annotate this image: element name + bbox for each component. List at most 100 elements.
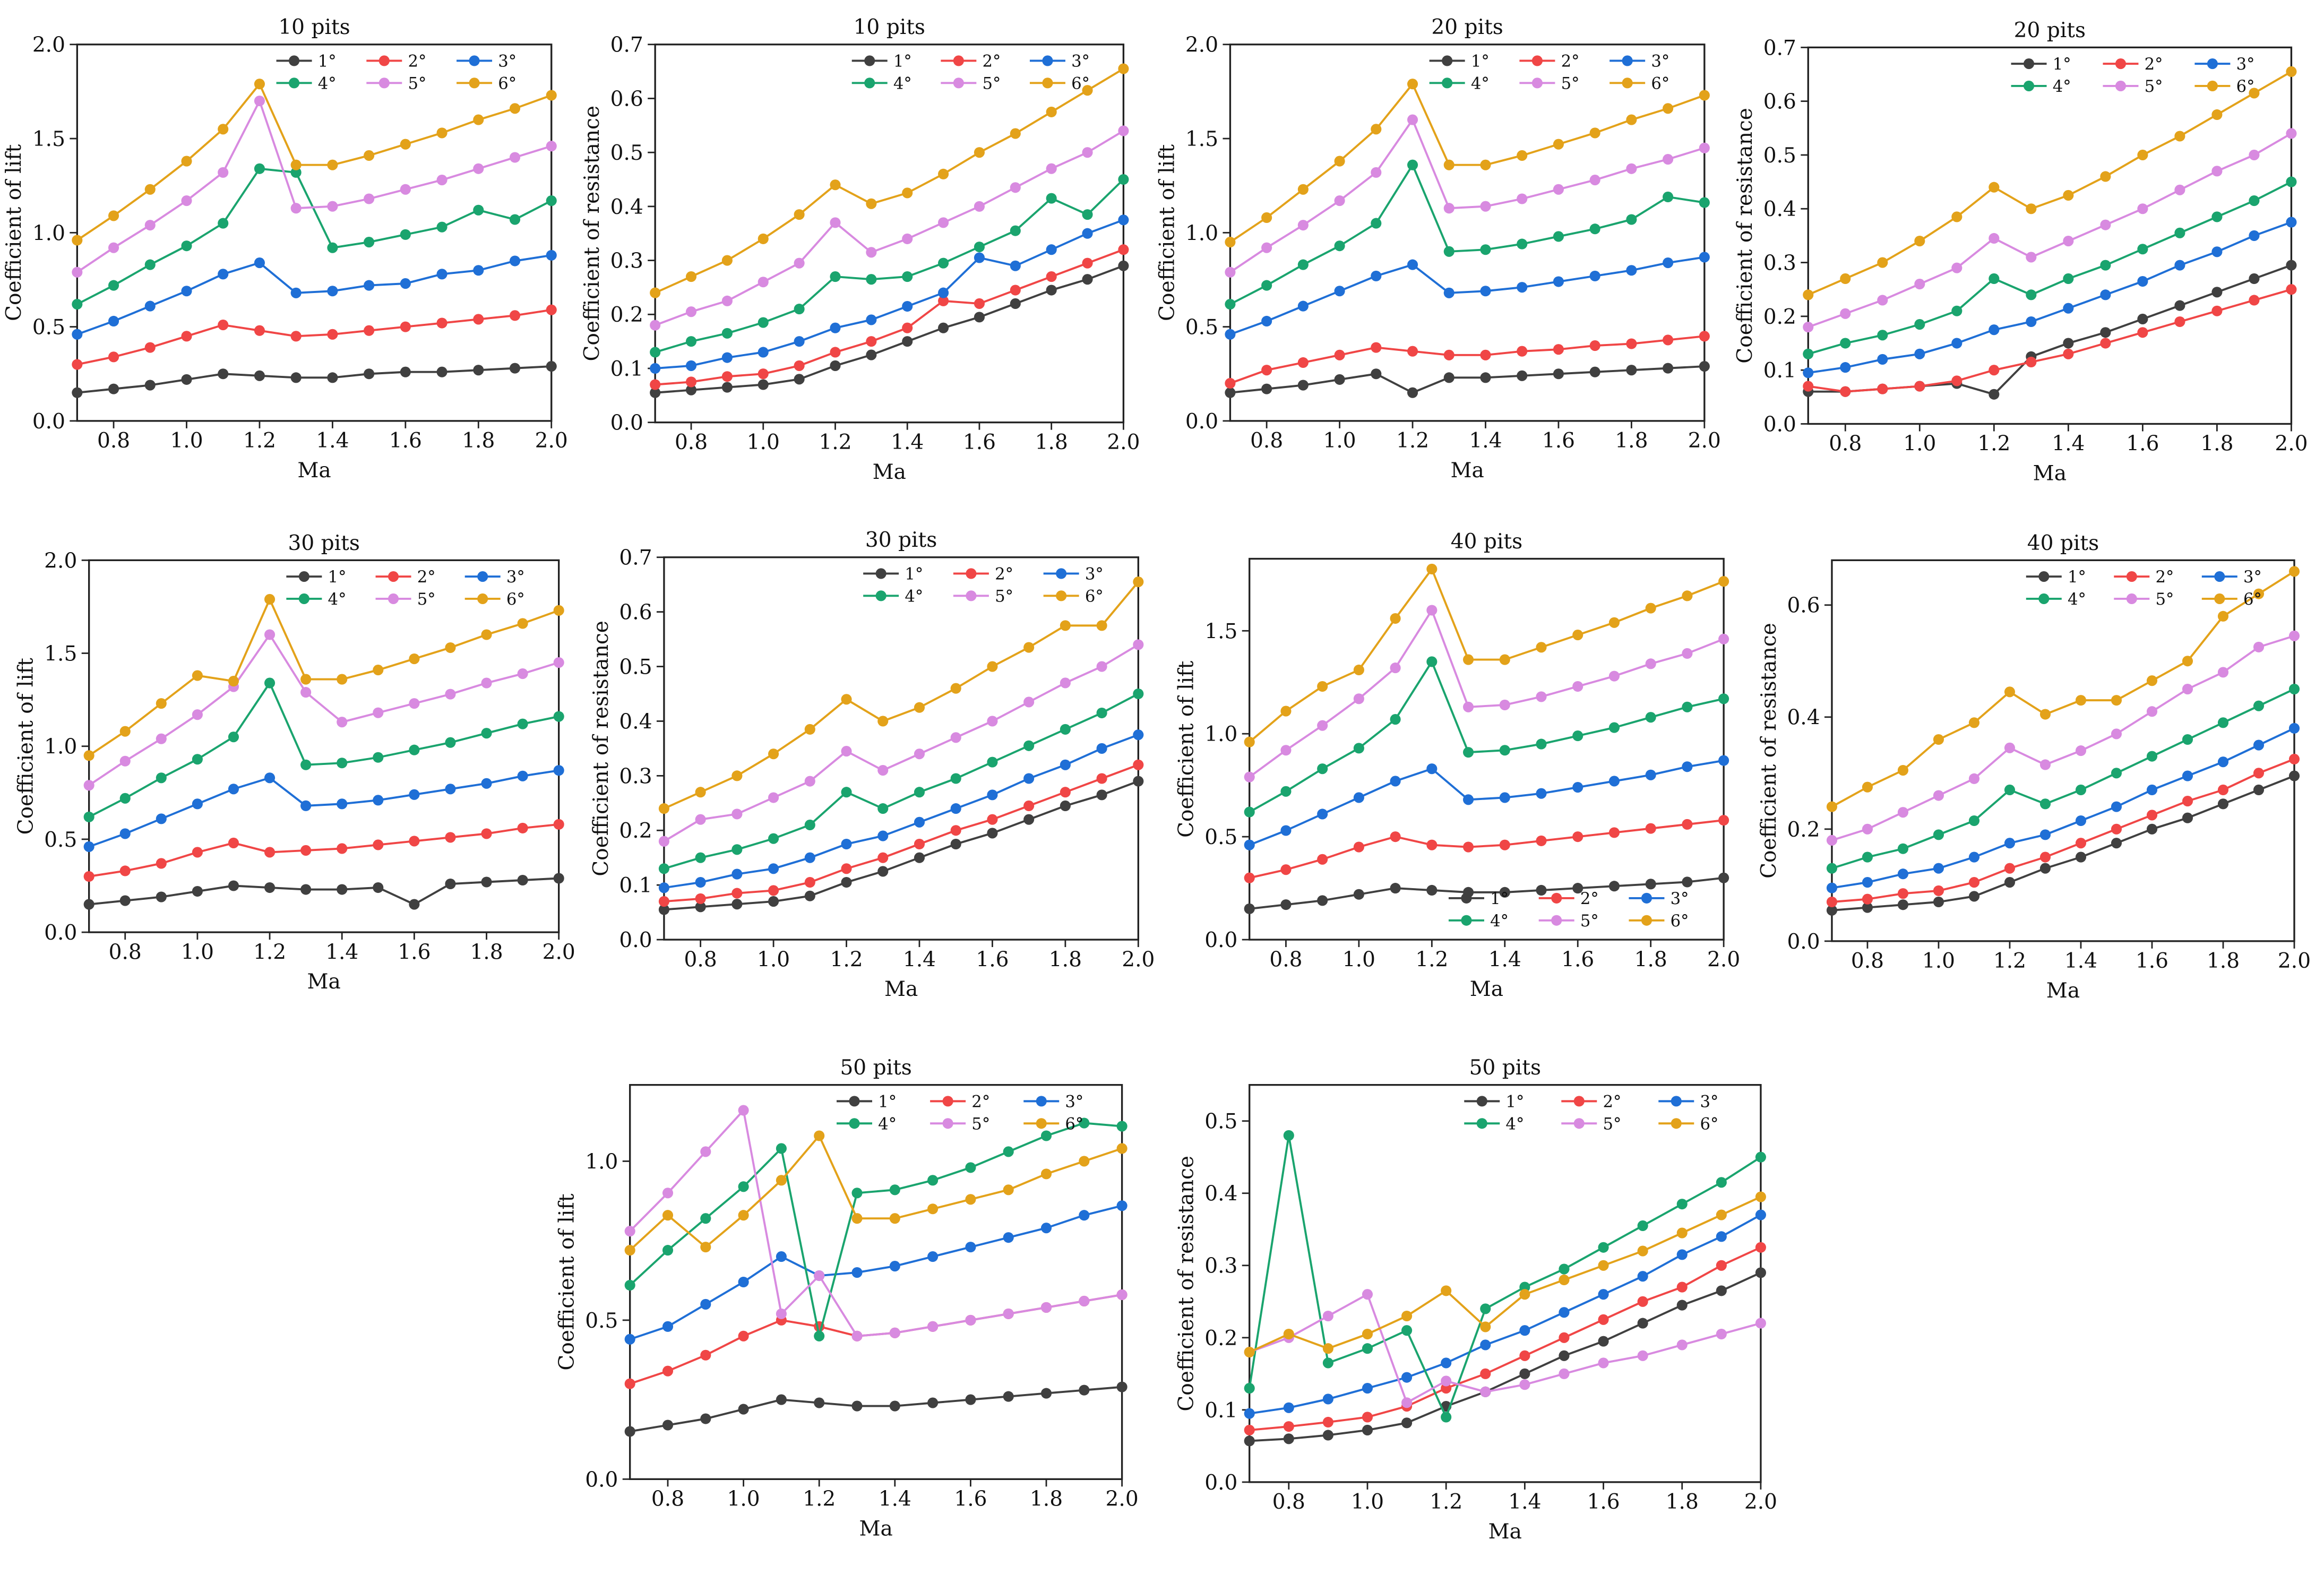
legend-marker <box>1551 892 1562 904</box>
data-point <box>950 773 961 784</box>
legend-marker <box>875 568 886 579</box>
data-point <box>2182 812 2193 823</box>
data-point <box>2004 863 2016 874</box>
data-point <box>1840 273 1851 285</box>
data-point <box>1572 782 1583 793</box>
data-point <box>662 1188 674 1199</box>
data-point <box>866 349 877 360</box>
data-point <box>1553 184 1564 195</box>
data-point <box>1682 648 1693 659</box>
legend-item: 6° <box>1629 911 1689 931</box>
data-point <box>1598 1357 1609 1369</box>
data-point <box>2249 273 2260 285</box>
data-point <box>700 1146 711 1157</box>
data-point <box>1862 823 1873 835</box>
data-point <box>2249 195 2260 207</box>
data-point <box>1682 761 1693 772</box>
x-tick-label: 1.8 <box>462 429 495 453</box>
data-point <box>938 217 949 228</box>
data-point <box>1840 386 1851 397</box>
data-point <box>1536 691 1547 702</box>
data-point <box>2253 700 2265 711</box>
data-point <box>1536 884 1547 896</box>
data-point <box>866 336 877 347</box>
data-point <box>2075 815 2087 827</box>
series-line <box>655 67 1124 294</box>
data-point <box>1718 815 1729 826</box>
x-tick-label: 2.0 <box>1107 431 1140 454</box>
data-point <box>1362 1289 1373 1300</box>
data-point <box>851 1400 863 1412</box>
series-line <box>1249 759 1724 846</box>
legend-label: 2° <box>1580 889 1599 908</box>
data-point <box>1426 563 1438 574</box>
data-point <box>650 347 661 358</box>
series-line <box>630 1205 1123 1340</box>
data-point <box>1046 271 1057 282</box>
data-point <box>1060 620 1071 631</box>
data-point <box>1716 1260 1727 1271</box>
y-axis-label: Coefficient of lift <box>2 144 26 321</box>
data-point <box>156 733 167 744</box>
y-tick-label: 1.0 <box>44 735 77 759</box>
legend-label: 2° <box>2145 55 2163 74</box>
data-point <box>1082 257 1093 269</box>
series-line <box>77 365 552 394</box>
x-tick-label: 1.4 <box>903 948 936 971</box>
y-tick-label: 0.3 <box>610 250 643 273</box>
x-tick-label: 1.6 <box>976 948 1009 971</box>
legend-item: 4° <box>2011 77 2071 96</box>
legend-marker <box>1531 78 1543 89</box>
data-point <box>546 304 557 315</box>
data-point <box>337 884 348 895</box>
data-point <box>1968 891 1980 902</box>
data-point <box>108 383 119 394</box>
legend-label: 4° <box>905 587 923 606</box>
y-tick-label: 0.4 <box>1787 706 1820 730</box>
data-point <box>1699 142 1710 153</box>
data-point <box>1663 103 1674 114</box>
data-point <box>2111 838 2122 849</box>
legend-item: 5° <box>2114 590 2174 609</box>
data-point <box>2100 327 2111 338</box>
data-point <box>2182 656 2193 667</box>
series-line <box>655 219 1124 369</box>
data-point <box>546 250 557 261</box>
data-point <box>2146 706 2158 717</box>
data-point <box>192 670 203 681</box>
legend-label: 3° <box>1071 52 1090 71</box>
data-point <box>1499 887 1510 898</box>
data-point <box>436 127 447 139</box>
data-point <box>1297 184 1309 195</box>
chart: 0.8 1.0 1.2 1.4 1.6 1.8 2.0 0.0 0.5 1.0 1.5 2.0 30 p… <box>14 531 575 994</box>
y-tick-label: 1.0 <box>1185 221 1218 245</box>
y-tick-label: 1.0 <box>1204 723 1237 746</box>
data-point <box>300 674 312 685</box>
data-point <box>1517 238 1528 250</box>
data-point <box>1897 807 1909 818</box>
x-axis-label: Ma <box>1488 1520 1522 1544</box>
x-tick-label: 2.0 <box>1688 429 1721 453</box>
data-point <box>2174 260 2185 271</box>
data-point <box>1519 1325 1530 1336</box>
chart-title: 40 pits <box>1451 530 1522 554</box>
data-point <box>1244 771 1255 782</box>
legend-marker <box>2207 58 2218 70</box>
data-point <box>1559 1263 1570 1275</box>
x-tick-label: 1.4 <box>1488 948 1521 971</box>
series-line <box>1831 634 2295 841</box>
data-point <box>830 347 841 358</box>
data-point <box>83 871 94 882</box>
data-point <box>1699 90 1710 101</box>
data-point <box>938 257 949 269</box>
data-point <box>695 787 706 798</box>
data-point <box>1519 1379 1530 1390</box>
data-point <box>1572 730 1583 742</box>
data-point <box>553 819 564 830</box>
data-point <box>1441 1285 1452 1296</box>
data-point <box>1989 273 2000 285</box>
data-point <box>1443 349 1454 360</box>
legend-label: 6° <box>1085 587 1104 606</box>
legend-item: 5° <box>1561 1114 1621 1133</box>
data-point <box>192 885 203 897</box>
